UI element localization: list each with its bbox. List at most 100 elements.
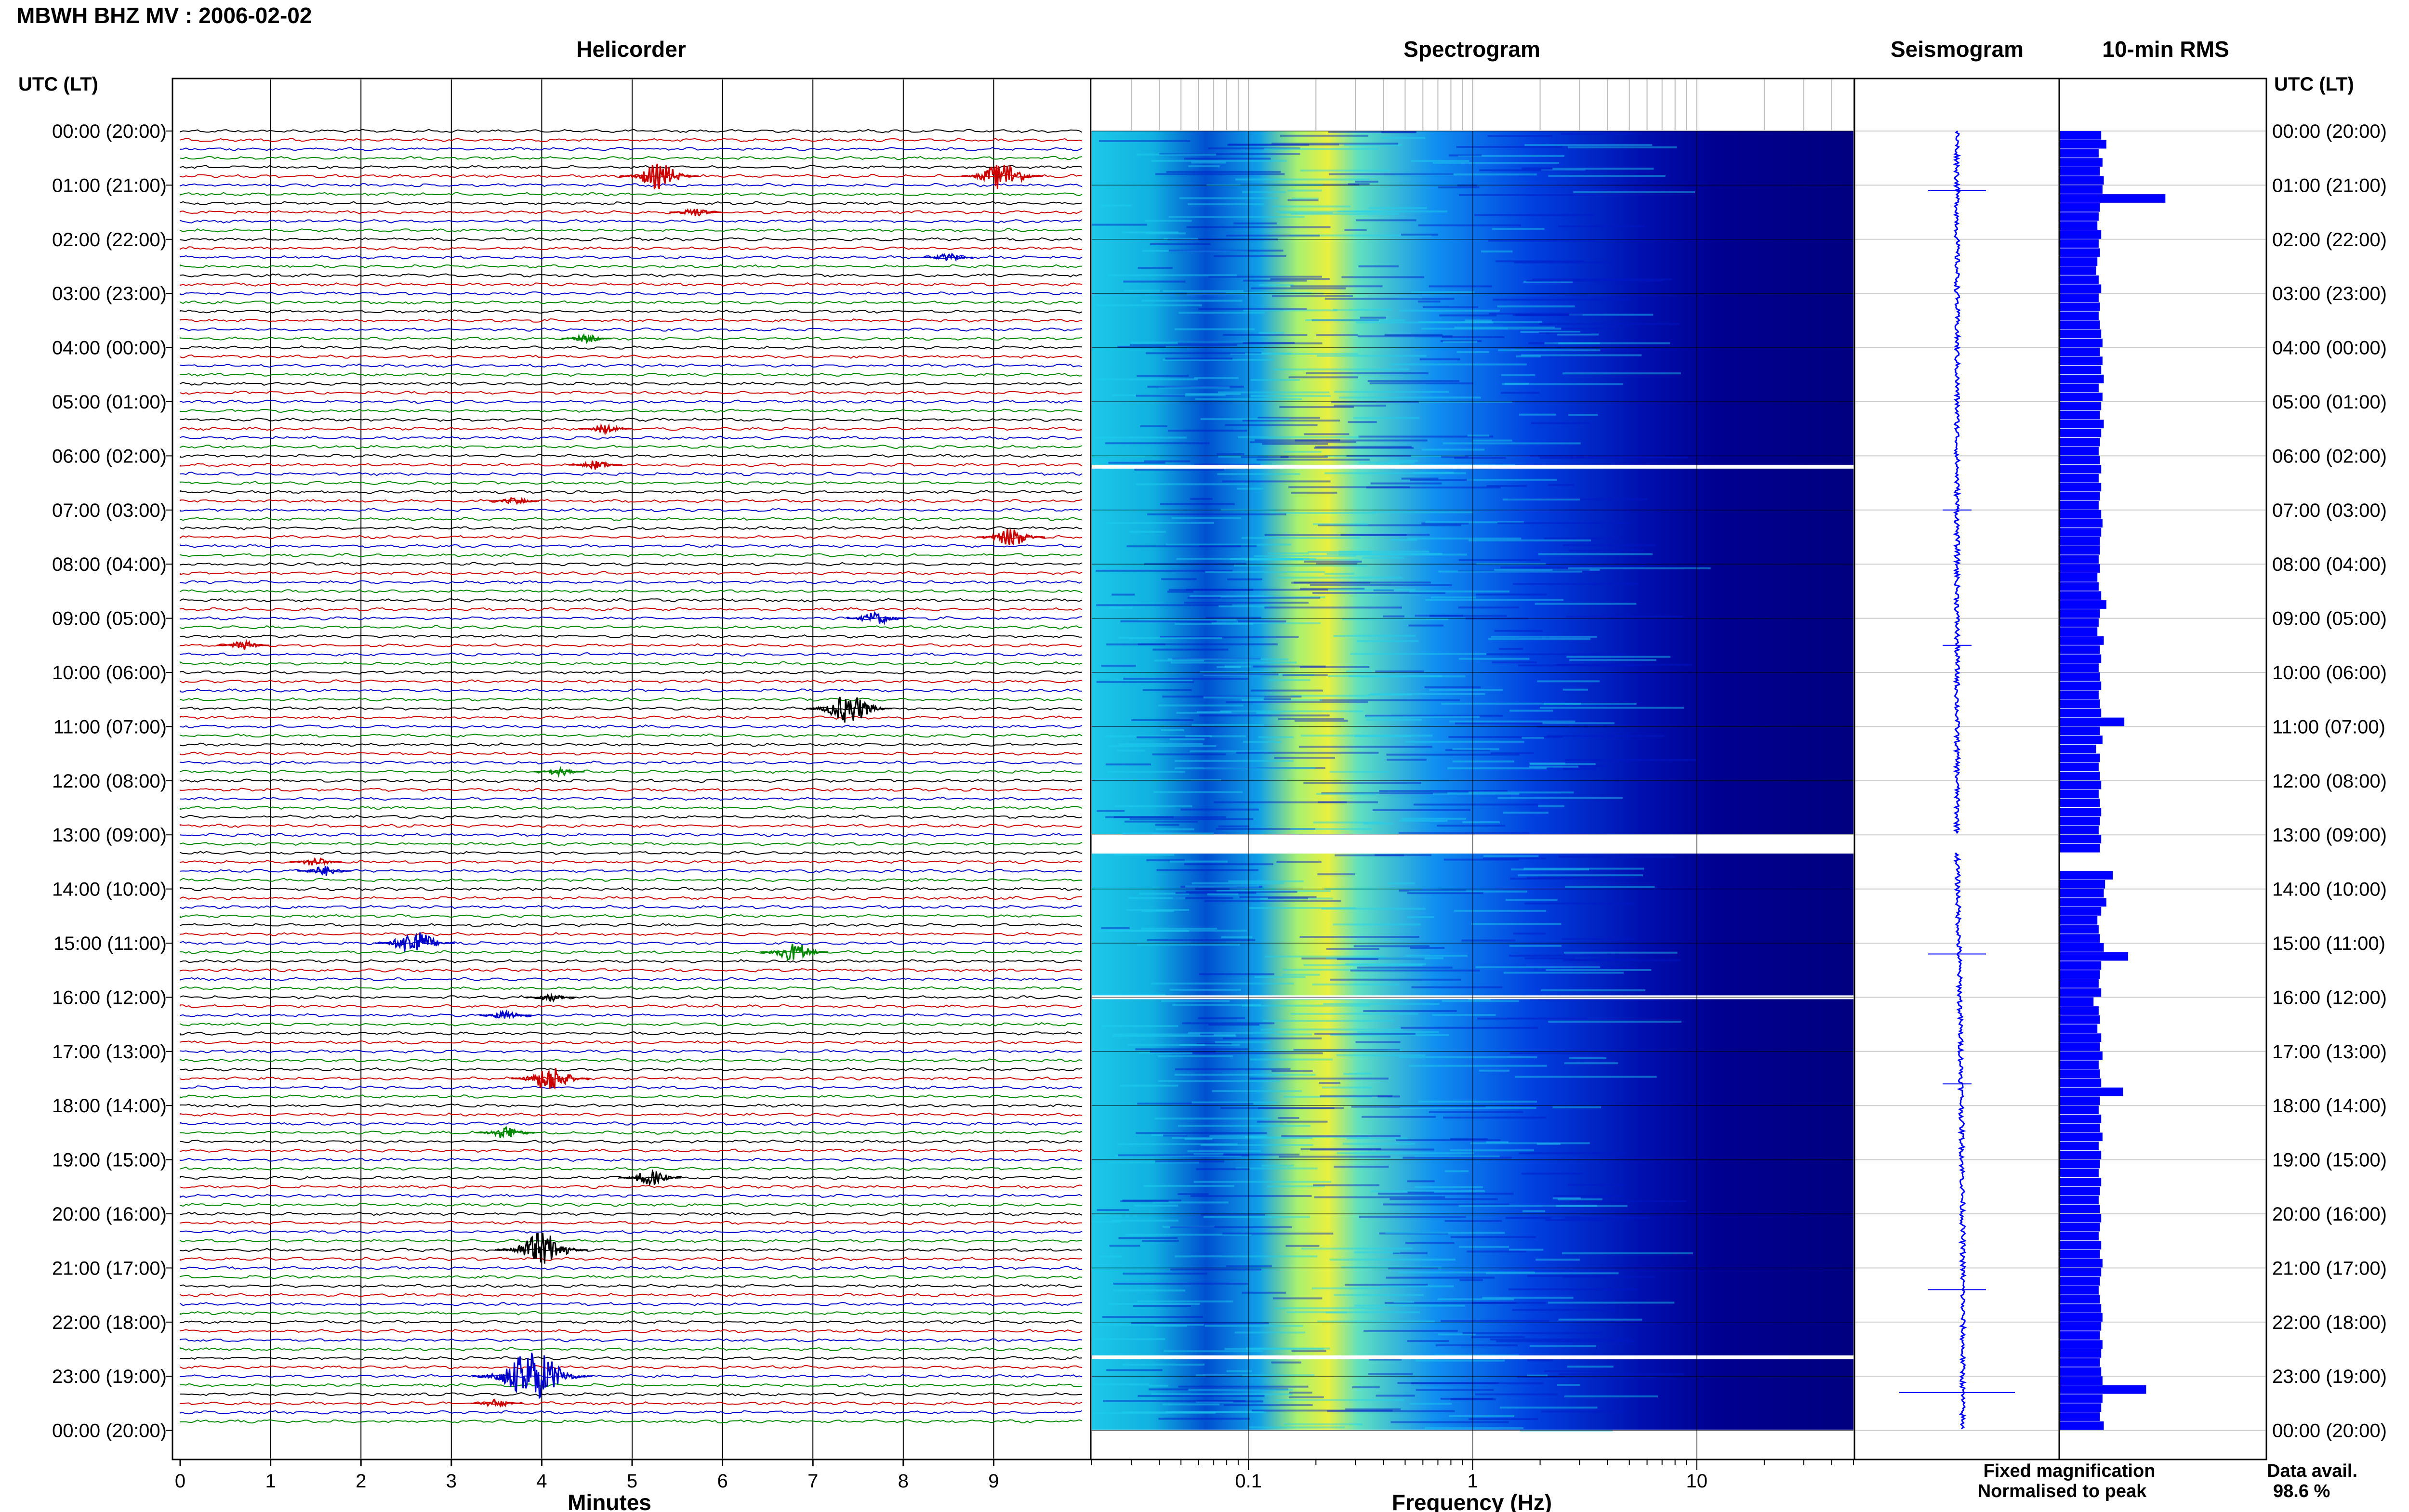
rms-bar [2060,1132,2103,1142]
spectrogram-streak [1482,857,1546,860]
spectrogram-streak [1348,183,1370,185]
spectrogram-streak [1569,1200,1687,1203]
rms-bar [2060,221,2098,230]
helicorder-trace-row [180,146,1083,151]
helicorder-trace-row [180,1094,1083,1099]
helicorder-trace-row [180,923,1083,928]
spectrogram-streak [1564,1395,1658,1398]
spectrogram-streak [1136,483,1249,486]
spectrogram-streak [1503,499,1580,501]
spectrogram-streak [1108,771,1185,773]
spectrogram-streak [1250,394,1331,397]
spectrogram-streak [1399,819,1448,822]
spectrogram-streak [1138,267,1173,269]
spectrogram-streak [1165,543,1292,546]
spectrogram-streak [1171,517,1242,519]
rms-bar [2060,1006,2099,1015]
rms-bar [2060,808,2102,816]
spectrogram-streak [1303,782,1421,784]
spectrogram-streak [1342,618,1449,620]
spectrogram-streak [1109,1303,1200,1305]
helicorder-event [961,164,1043,189]
helicorder-trace-row [180,1365,1083,1369]
spectrogram-streak [1383,615,1404,618]
spectrogram-streak [1545,1219,1603,1222]
spectrogram-streak [1359,1216,1466,1218]
spectrogram-streak [1358,435,1494,438]
spectrogram-streak [1453,760,1514,763]
spectrogram-streak [1313,821,1384,824]
spectrogram-streak [1125,1234,1252,1236]
spectrogram-streak [1498,349,1601,352]
spectrogram-streak [1541,989,1646,991]
spectrogram-streak [1175,1255,1318,1258]
rms-bar [2060,1033,2102,1042]
spectrogram-streak [1449,1415,1515,1418]
spectrogram-streak [1328,131,1417,133]
helicorder-trace-row [180,950,1083,955]
spectrogram-streak [1437,1298,1514,1301]
spectrogram-streak [1527,877,1637,879]
spectrogram-streak [1224,1348,1324,1350]
helicorder-trace-row [180,544,1083,549]
spectrogram-streak [1355,181,1378,183]
rms-bar [2060,1376,2103,1385]
spectrogram-streak [1317,1320,1435,1323]
right-hour-label: 05:00 (01:00) [2272,392,2387,413]
helicorder-trace-row [180,1265,1083,1270]
spectrogram-streak [1298,746,1432,748]
spectrogram-streak [1170,1268,1262,1271]
helicorder-trace-row [180,796,1083,801]
spectrogram-streak [1225,701,1368,703]
rms-bar [2060,627,2098,636]
spectrogram-streak [1393,1301,1415,1303]
spectrogram-streak [1429,615,1507,617]
spectrogram-streak [1236,751,1379,754]
spectrogram-streak [1425,1427,1524,1430]
spectrogram-streak [1290,828,1372,830]
spectrogram-streak [1225,424,1318,426]
spectrogram-streak [1093,1412,1216,1414]
spectrogram-streak [1324,472,1466,474]
spectrogram-streak [1475,966,1601,969]
spectrogram-streak [1508,1288,1638,1290]
spectrogram-streak [1192,1052,1323,1054]
spectrogram-streak [1249,1078,1389,1080]
rms-bar [2060,167,2100,176]
spectrogram-streak [1311,1287,1382,1289]
spectrogram-streak [1164,237,1198,240]
spectrogram-streak [1200,671,1276,673]
minute-tick-label: 0 [175,1471,185,1492]
spectrogram-streak [1223,334,1308,336]
spectrogram-streak [1568,567,1711,569]
spectrogram-streak [1486,1272,1619,1275]
spectrogram-streak [1154,1118,1271,1120]
fixed-magnification-label: Fixed magnification [1984,1461,2156,1481]
spectrogram-streak [1338,553,1467,556]
rms-bars [2060,131,2166,1430]
helicorder-event [977,529,1046,546]
spectrogram-streak [1538,553,1653,555]
rms-bar [2060,799,2100,807]
spectrogram-streak [1390,363,1527,366]
spectrogram-streak [1147,513,1286,515]
spectrogram-streak [1164,1350,1263,1353]
spectrogram-streak [1128,897,1185,899]
minute-tick-label: 4 [536,1471,547,1492]
left-hour-label: 23:00 (19:00) [52,1366,167,1387]
spectrogram-streak [1184,602,1309,604]
spectrogram-streak [1151,982,1294,985]
spectrogram-streak [1217,453,1244,455]
minute-tick-label: 5 [627,1471,637,1492]
spectrogram-streak [1509,954,1608,957]
rms-bar [2060,1150,2102,1159]
spectrogram-streak [1405,1242,1455,1244]
helicorder-trace-row [180,1248,1083,1252]
spectrogram-streak [1327,589,1416,591]
spectrogram-streak [1105,735,1246,737]
spectrogram-streak [1539,457,1594,459]
helicorder-trace-row [180,1374,1083,1379]
spectrogram-streak [1300,666,1370,668]
rms-bar [2060,970,2100,979]
spectrogram-streak [1276,1033,1312,1036]
